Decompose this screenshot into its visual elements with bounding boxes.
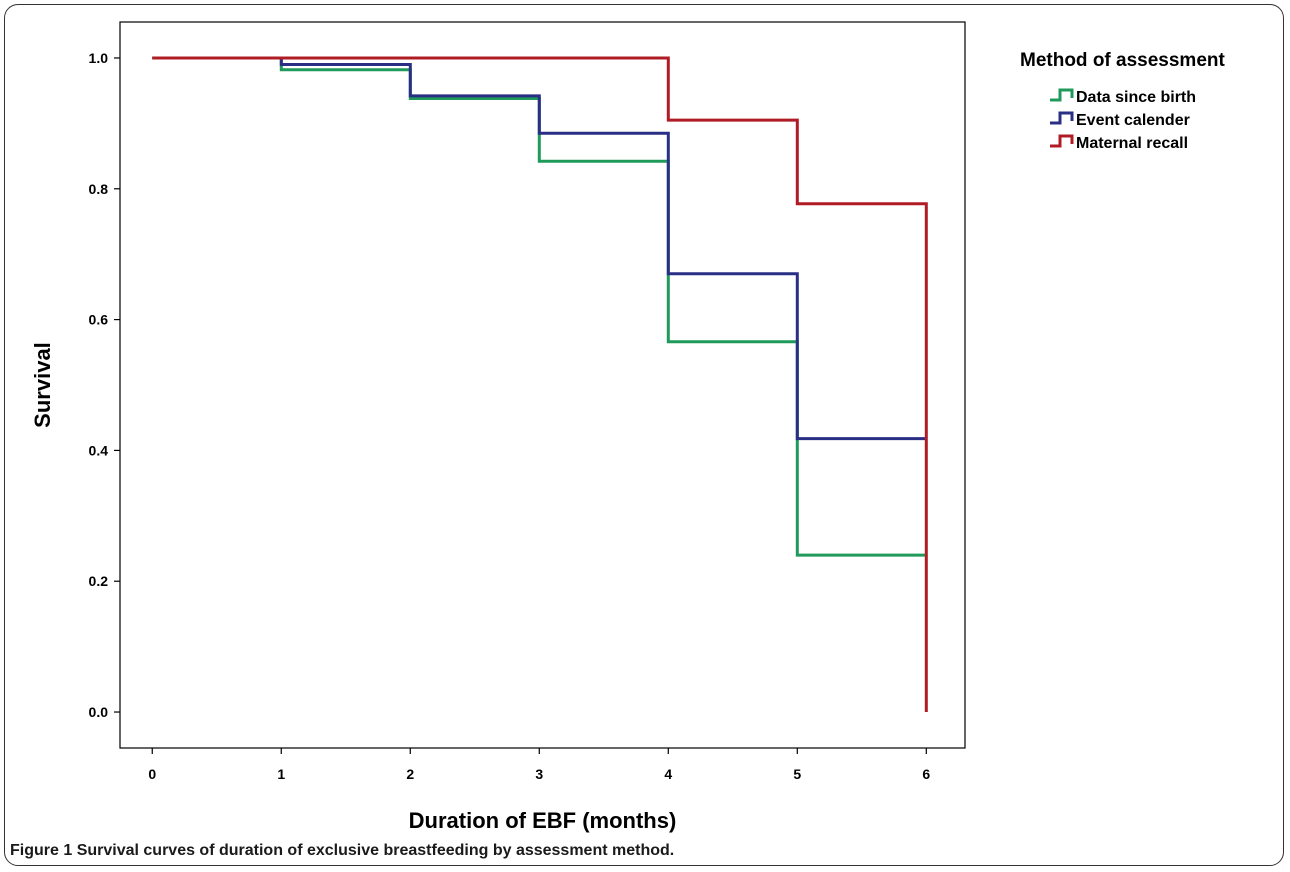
series-line-event-calender bbox=[152, 56, 927, 441]
legend-label: Maternal recall bbox=[1076, 135, 1188, 152]
x-tick-label: 4 bbox=[664, 766, 672, 782]
figure-caption: Figure 1 Survival curves of duration of … bbox=[10, 842, 674, 860]
axes: 0 1 2 3 4 5 6 0.0 0.2 0.4 0.6 0.8 1.0 bbox=[89, 21, 966, 782]
legend-label: Event calender bbox=[1076, 112, 1190, 129]
y-tick-label: 0.8 bbox=[89, 181, 109, 197]
legend-label: Data since birth bbox=[1076, 89, 1196, 106]
x-tick-label: 3 bbox=[535, 766, 543, 782]
legend-title: Method of assessment bbox=[1020, 50, 1225, 71]
figure-caption-text: Survival curves of duration of exclusive… bbox=[76, 842, 675, 859]
y-tick-label: 0.4 bbox=[89, 442, 109, 458]
y-tick-label: 1.0 bbox=[89, 50, 109, 66]
y-tick-label: 0.0 bbox=[89, 704, 109, 720]
y-axis-title: Survival bbox=[30, 342, 55, 428]
figure-frame bbox=[4, 4, 1284, 866]
x-axis-title: Duration of EBF (months) bbox=[409, 808, 677, 833]
x-tick-label: 6 bbox=[922, 766, 930, 782]
series-lines bbox=[152, 56, 928, 712]
legend: Data since birth Event calender Maternal r… bbox=[1050, 88, 1196, 152]
y-tick-label: 0.2 bbox=[89, 573, 109, 589]
x-tick-label: 2 bbox=[406, 766, 414, 782]
figure-label: Figure 1 bbox=[10, 842, 73, 859]
legend-swatch bbox=[1050, 134, 1074, 148]
y-tick-label: 0.6 bbox=[89, 312, 109, 328]
legend-swatch bbox=[1050, 88, 1074, 102]
plot-area-border bbox=[119, 21, 966, 749]
x-tick-label: 0 bbox=[148, 766, 156, 782]
legend-swatch bbox=[1050, 111, 1074, 125]
series-line-maternal-recall bbox=[152, 56, 928, 712]
x-tick-label: 5 bbox=[793, 766, 801, 782]
x-tick-label: 1 bbox=[277, 766, 285, 782]
